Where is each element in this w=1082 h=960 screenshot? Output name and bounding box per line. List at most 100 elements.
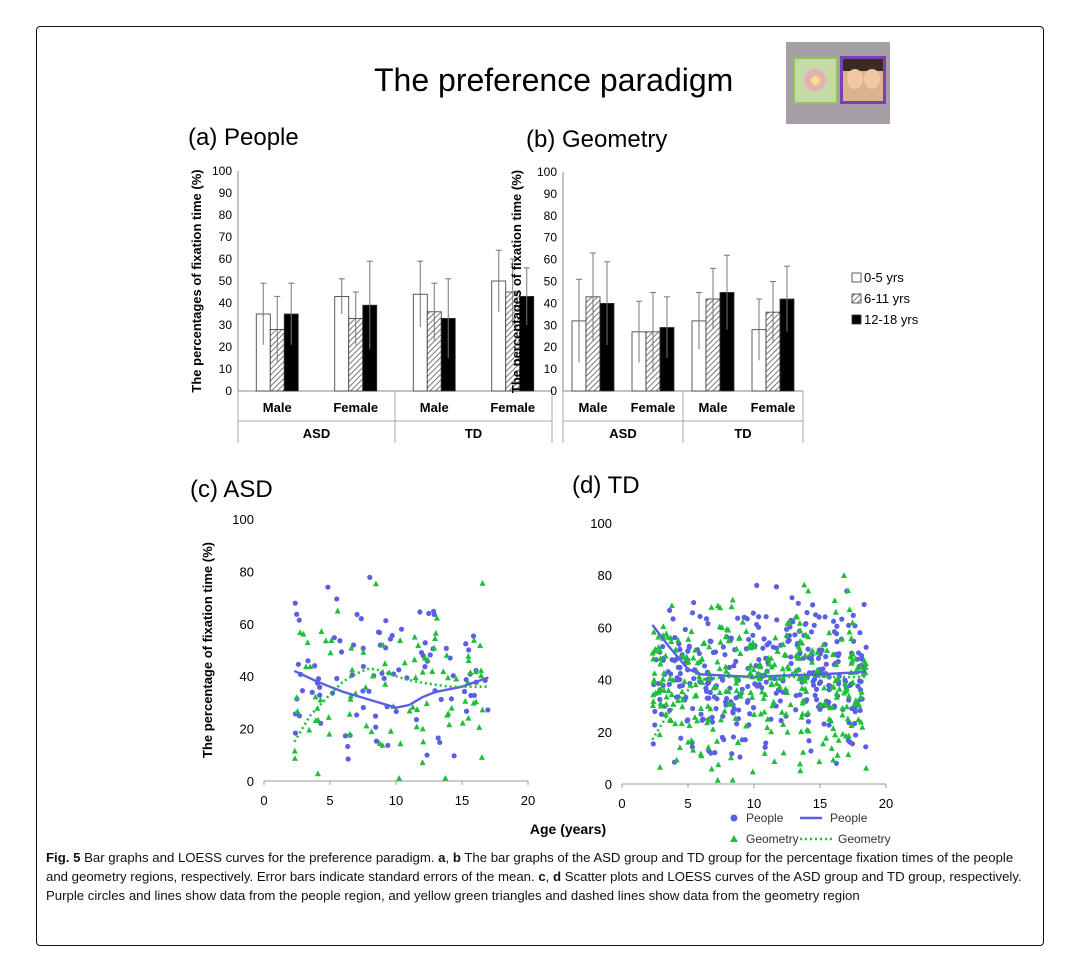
- people-point: [438, 696, 444, 703]
- y-tick-label: 90: [219, 186, 233, 200]
- people-point: [729, 751, 735, 757]
- people-point: [764, 642, 770, 648]
- people-point: [754, 683, 760, 689]
- people-point: [678, 735, 684, 741]
- geometry-point: [668, 691, 675, 697]
- people-point: [795, 600, 801, 606]
- figure-frame: [36, 26, 1044, 946]
- geometry-point: [757, 663, 764, 670]
- people-point: [424, 752, 430, 758]
- geometry-point: [334, 607, 341, 614]
- geometry-point: [656, 731, 663, 738]
- people-point: [360, 663, 366, 670]
- geometry-point: [759, 688, 766, 695]
- people-point: [703, 616, 710, 622]
- caption-ab-text: The bar graphs of the ASD group and TD g…: [46, 850, 1014, 884]
- geometry-point: [803, 688, 810, 694]
- geometry-point: [845, 751, 852, 758]
- x-tick-label: 20: [521, 793, 535, 808]
- people-point: [852, 709, 858, 715]
- y-tick-label: 40: [240, 669, 254, 684]
- geometry-point: [774, 648, 781, 654]
- geometry-point: [478, 667, 485, 674]
- geometry-point: [705, 744, 712, 750]
- geometry-point: [797, 767, 804, 774]
- geometry-point: [650, 655, 657, 662]
- geometry-point: [743, 628, 750, 634]
- geometry-point: [737, 650, 744, 656]
- geometry-point: [778, 708, 785, 715]
- geometry-point: [297, 629, 304, 636]
- geometry-point: [714, 737, 721, 744]
- geometry-point: [848, 722, 855, 728]
- y-axis-title: The percentage of fixation time (%): [200, 542, 215, 758]
- people-point: [777, 698, 783, 704]
- geometry-point: [761, 750, 768, 756]
- geometry-point: [658, 680, 665, 687]
- y-tick-label: 0: [225, 384, 232, 398]
- geometry-point: [682, 654, 689, 661]
- people-point: [652, 722, 658, 728]
- people-point: [793, 692, 799, 699]
- people-point: [468, 692, 474, 699]
- geometry-point: [462, 697, 469, 704]
- people-point: [834, 623, 840, 629]
- geometry-point: [348, 644, 355, 651]
- people-point: [812, 692, 818, 698]
- geometry-point: [419, 725, 426, 732]
- geometry-point: [792, 613, 799, 620]
- people-point: [437, 739, 443, 746]
- people-point: [804, 610, 810, 616]
- y-tick-label: 70: [219, 230, 233, 244]
- people-point: [846, 720, 852, 726]
- geometry-point: [843, 703, 850, 710]
- people-point: [463, 641, 469, 647]
- geometry-point: [660, 669, 667, 676]
- people-point: [315, 676, 322, 682]
- people-point: [759, 685, 765, 691]
- people-point: [705, 680, 711, 687]
- geometry-point: [747, 669, 754, 676]
- geometry-point: [650, 691, 657, 698]
- geometry-point: [419, 668, 426, 675]
- geometry-point: [300, 630, 307, 637]
- geometry-point: [845, 692, 852, 699]
- people-point: [763, 740, 769, 746]
- people-point: [317, 684, 323, 690]
- category-label: Female: [631, 400, 676, 415]
- people-point: [855, 683, 861, 689]
- geometry-point: [304, 639, 311, 646]
- geometry-point: [838, 635, 845, 642]
- people-point: [842, 677, 848, 683]
- geometry-point: [706, 643, 713, 650]
- geometry-point: [429, 668, 436, 674]
- geometry-point: [833, 690, 840, 696]
- people-point: [811, 622, 817, 628]
- people-point: [451, 753, 457, 759]
- geometry-point: [718, 716, 725, 723]
- geometry-point: [799, 639, 806, 646]
- geometry-point: [444, 674, 451, 681]
- y-tick-label: 90: [544, 187, 558, 201]
- y-tick-label: 10: [544, 362, 558, 376]
- geometry-point: [696, 658, 703, 665]
- geometry-point: [679, 703, 686, 710]
- caption-sep: ,: [445, 850, 453, 865]
- geometry-point: [722, 663, 729, 670]
- geometry-point: [805, 709, 812, 716]
- geometry-point: [651, 676, 658, 683]
- people-point: [805, 646, 811, 652]
- people-point: [652, 708, 658, 714]
- geometry-point: [419, 759, 426, 766]
- people-point: [299, 688, 306, 694]
- geometry-point: [751, 711, 758, 717]
- people-point: [754, 582, 760, 588]
- people-point: [709, 714, 715, 720]
- people-point: [744, 616, 750, 622]
- people-point: [773, 584, 780, 590]
- x-tick-label: 10: [747, 796, 761, 811]
- y-tick-label: 60: [598, 620, 612, 635]
- geometry-point: [704, 703, 711, 709]
- geometry-point: [785, 665, 792, 672]
- geometry-point: [414, 706, 421, 712]
